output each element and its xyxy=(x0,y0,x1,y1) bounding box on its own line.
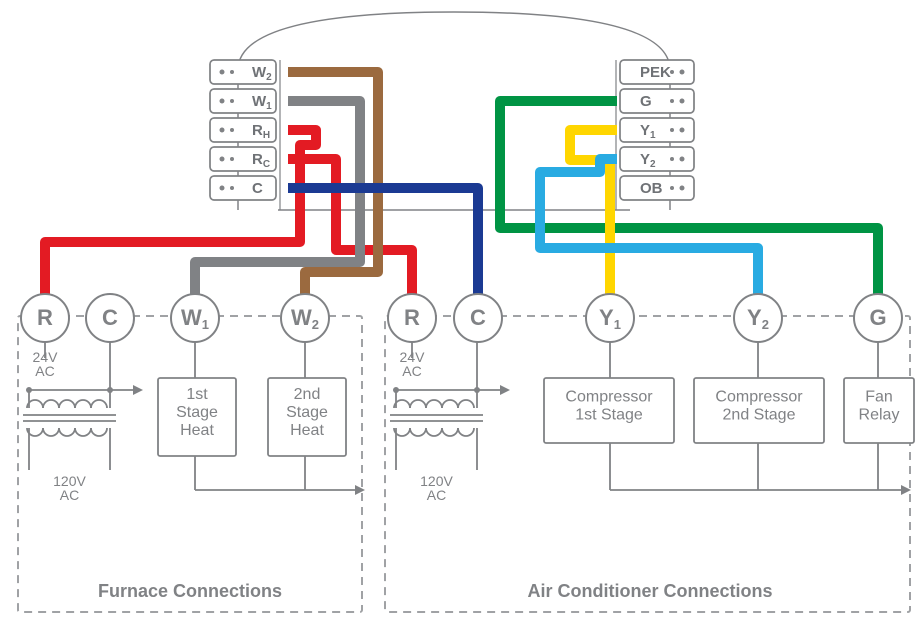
node-label-R_f: R xyxy=(37,305,53,330)
terminal-label-C: C xyxy=(252,180,263,197)
furnace-section-label: Furnace Connections xyxy=(98,581,282,601)
ac-section-box xyxy=(385,316,910,612)
terminal-label-PEK: PEK xyxy=(640,64,671,81)
svg-text:120VAC: 120VAC xyxy=(420,473,453,503)
svg-text:24VAC: 24VAC xyxy=(33,349,59,379)
svg-text:120VAC: 120VAC xyxy=(53,473,86,503)
wiring-diagram: W2W1RHRCCPEKGY1Y2OBRCW1W2RCY1Y2G1stStage… xyxy=(0,0,923,641)
node-label-C_ac: C xyxy=(470,305,486,330)
terminal-label-OB: OB xyxy=(640,180,663,197)
node-label-R_ac: R xyxy=(404,305,420,330)
node-label-C_f: C xyxy=(102,305,118,330)
svg-text:Compressor1st Stage: Compressor1st Stage xyxy=(565,389,653,424)
svg-text:Compressor2nd Stage: Compressor2nd Stage xyxy=(715,389,803,424)
node-label-G_ac: G xyxy=(869,305,886,330)
terminal-label-G: G xyxy=(640,93,652,110)
furnace-section-box xyxy=(18,316,362,612)
ac-section-label: Air Conditioner Connections xyxy=(528,581,773,601)
svg-text:24VAC: 24VAC xyxy=(400,349,426,379)
